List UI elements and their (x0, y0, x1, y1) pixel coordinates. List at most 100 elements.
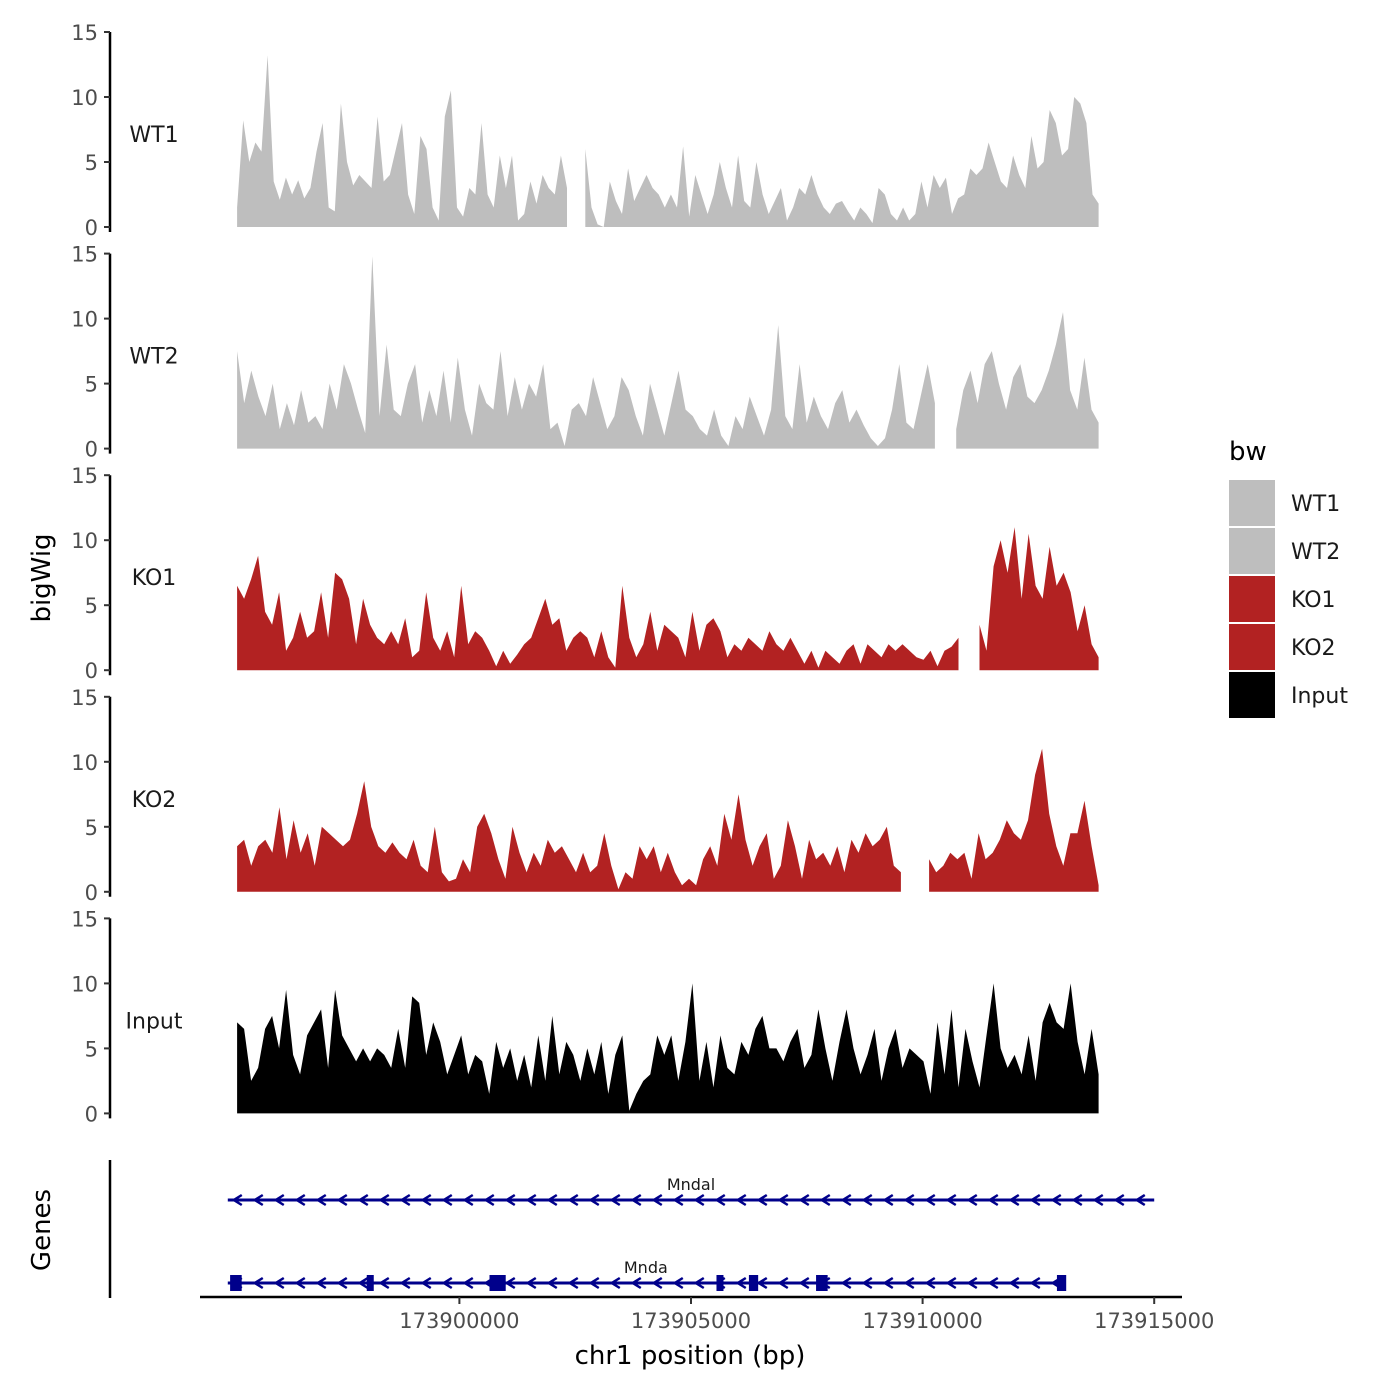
track-wt1: 0 5 10 15 WT1 (71, 21, 1099, 240)
x-tick-label: 173910000 (862, 1309, 982, 1333)
strand-arrow (987, 1276, 999, 1290)
strand-arrow (420, 1276, 432, 1290)
legend-swatch (1229, 528, 1275, 574)
strand-arrow (546, 1193, 558, 1207)
strand-arrow (462, 1276, 474, 1290)
strand-arrow (966, 1193, 978, 1207)
strand-arrow (315, 1193, 327, 1207)
strand-arrow (1008, 1193, 1020, 1207)
legend-label: KO2 (1291, 636, 1336, 661)
y-tick-label: 5 (85, 373, 98, 397)
exon (366, 1275, 374, 1291)
strand-arrow (819, 1193, 831, 1207)
track-label: KO1 (132, 566, 177, 591)
strand-arrow (504, 1276, 516, 1290)
strand-arrow (798, 1276, 810, 1290)
track-ko1: 0 5 10 15 KO1 (71, 464, 1099, 683)
track-input: 0 5 10 15 Input (71, 907, 1099, 1126)
track-label: WT1 (129, 123, 178, 148)
strand-arrow (525, 1193, 537, 1207)
legend-swatch (1229, 624, 1275, 670)
strand-arrow (357, 1276, 369, 1290)
coverage-area-ko1 (237, 527, 1099, 671)
strand-arrow (735, 1276, 747, 1290)
legend-swatch (1229, 672, 1275, 718)
strand-arrow (294, 1193, 306, 1207)
strand-arrow (567, 1193, 579, 1207)
strand-arrow (588, 1193, 600, 1207)
strand-arrow (903, 1193, 915, 1207)
strand-arrow (1008, 1276, 1020, 1290)
legend-entry-wt2: WT2 (1229, 528, 1340, 574)
coverage-area-input (237, 983, 1099, 1114)
legend-swatch (1229, 576, 1275, 622)
strand-arrow (945, 1276, 957, 1290)
legend-entry-ko2: KO2 (1229, 624, 1336, 670)
strand-arrow (420, 1193, 432, 1207)
exon (748, 1275, 759, 1291)
coverage-tracks: 0 5 10 15 WT1 0 5 10 15 WT2 0 5 10 15 KO1 0 5 10 15 KO2 0 5 10… (71, 21, 1099, 1126)
strand-arrow (504, 1193, 516, 1207)
legend-label: WT1 (1291, 492, 1340, 517)
y-tick-label: 15 (71, 243, 98, 267)
strand-arrow (336, 1276, 348, 1290)
gene-mndal: Mndal (227, 1175, 1155, 1207)
strand-arrow (798, 1193, 810, 1207)
strand-arrow (987, 1193, 999, 1207)
exon (816, 1275, 828, 1291)
legend-label: WT2 (1291, 540, 1340, 565)
coverage-area-ko2 (237, 748, 1099, 892)
strand-arrow (1071, 1193, 1083, 1207)
strand-arrow (882, 1276, 894, 1290)
strand-arrow (231, 1193, 243, 1207)
strand-arrow (693, 1193, 705, 1207)
strand-arrow (924, 1193, 936, 1207)
strand-arrow (378, 1276, 390, 1290)
coverage-area-wt2 (237, 256, 1099, 449)
strand-arrow (1134, 1193, 1146, 1207)
strand-arrow (651, 1276, 663, 1290)
strand-arrow (483, 1193, 495, 1207)
strand-arrow (903, 1276, 915, 1290)
legend-entry-wt1: WT1 (1229, 480, 1340, 526)
y-tick-label: 10 (71, 751, 98, 775)
strand-arrow (945, 1193, 957, 1207)
legend-label: KO1 (1291, 588, 1336, 613)
y-tick-label: 0 (85, 881, 98, 905)
strand-arrow (1113, 1193, 1125, 1207)
y-tick-label: 5 (85, 151, 98, 175)
legend-swatch (1229, 480, 1275, 526)
x-tick-label: 173915000 (1094, 1309, 1214, 1333)
strand-arrow (966, 1276, 978, 1290)
strand-arrow (315, 1276, 327, 1290)
strand-arrow (630, 1276, 642, 1290)
exon (489, 1275, 506, 1291)
gene-name: Mndal (667, 1175, 715, 1194)
strand-arrow (840, 1193, 852, 1207)
legend-entry-input: Input (1229, 672, 1348, 718)
legend-title: bw (1229, 437, 1267, 467)
track-label: WT2 (129, 345, 178, 370)
strand-arrow (357, 1193, 369, 1207)
x-tick-label: 173905000 (631, 1309, 751, 1333)
y-tick-label: 5 (85, 594, 98, 618)
strand-arrow (462, 1193, 474, 1207)
track-label: Input (126, 1009, 183, 1034)
gene-mnda: Mnda (227, 1258, 1067, 1291)
strand-arrow (756, 1276, 768, 1290)
y-tick-label: 0 (85, 1102, 98, 1126)
strand-arrow (441, 1276, 453, 1290)
gene-name: Mnda (624, 1258, 668, 1277)
strand-arrow (756, 1193, 768, 1207)
exon (716, 1275, 724, 1291)
y-tick-label: 0 (85, 216, 98, 240)
y-tick-label: 5 (85, 816, 98, 840)
strand-arrow (609, 1193, 621, 1207)
strand-arrow (378, 1193, 390, 1207)
genes-axis-label: Genes (27, 1189, 57, 1271)
track-ko2: 0 5 10 15 KO2 (71, 686, 1099, 905)
strand-arrow (273, 1276, 285, 1290)
x-axis: 173900000 173905000 173910000 173915000 (200, 1295, 1214, 1333)
x-axis-label: chr1 position (bp) (575, 1341, 806, 1371)
